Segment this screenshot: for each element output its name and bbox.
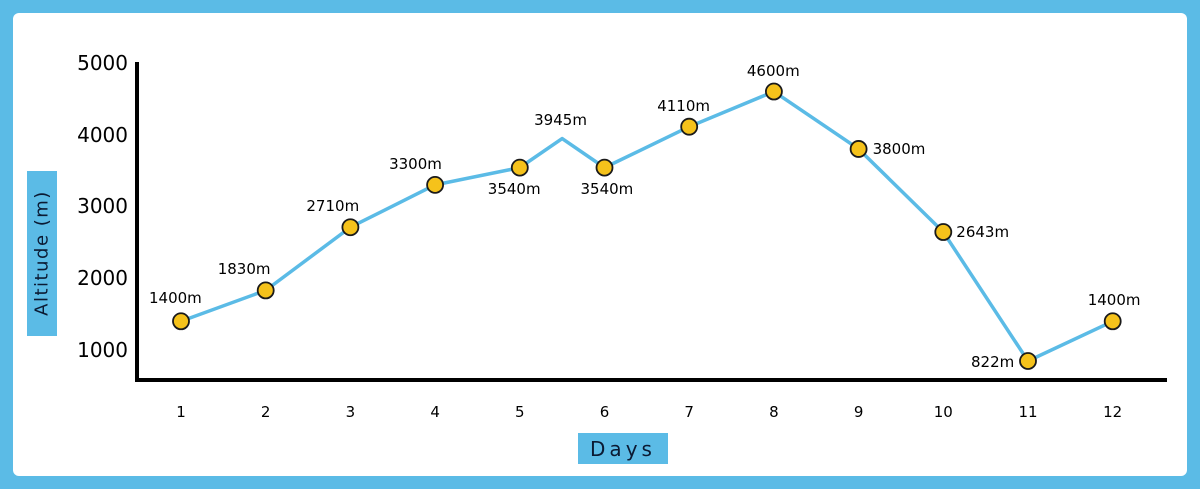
data-point-marker [934, 223, 953, 241]
data-point-label: 2643m [956, 223, 1010, 242]
chart-card [13, 13, 1187, 476]
y-tick-label: 2000 [77, 266, 128, 291]
data-point-label: 822m [971, 353, 1015, 371]
x-tick-label: 9 [853, 403, 864, 421]
x-tick-label: 10 [933, 403, 953, 421]
data-point-marker [849, 140, 868, 158]
x-tick-label: 12 [1103, 403, 1123, 421]
data-point-marker [510, 158, 529, 177]
data-point-label: 3540m [580, 179, 634, 198]
y-tick-label: 3000 [77, 194, 128, 219]
x-axis-title: Days [578, 433, 668, 464]
data-point-marker [172, 312, 190, 331]
data-point-label: 3540m [487, 179, 541, 198]
data-point-label: 1400m [149, 289, 202, 308]
data-point-marker [1019, 352, 1037, 370]
x-tick-label: 6 [599, 403, 610, 421]
y-tick-label: 5000 [77, 50, 128, 75]
y-tick-label: 4000 [77, 122, 128, 147]
data-point-label: 3945m [534, 110, 587, 129]
x-tick-label: 5 [515, 403, 525, 421]
y-tick-label: 1000 [77, 338, 128, 362]
axes [135, 62, 1167, 382]
data-point-marker [765, 82, 783, 101]
x-tick-label: 1 [176, 403, 186, 421]
x-tick-label: 11 [1018, 403, 1038, 421]
data-point-marker [1103, 312, 1122, 331]
data-point-label: 2710m [306, 197, 360, 216]
x-tick-label: 4 [430, 403, 440, 421]
data-point-label: 3300m [389, 154, 442, 173]
x-tick-label: 7 [684, 403, 694, 421]
data-point-marker [341, 218, 360, 237]
x-tick-label: 3 [345, 403, 356, 421]
data-point-marker [680, 117, 699, 136]
data-point-label: 1400m [1087, 291, 1141, 310]
data-point-label: 1830m [217, 260, 271, 279]
data-point-marker [595, 158, 614, 177]
data-point-marker [256, 281, 275, 300]
data-point-label: 4110m [657, 96, 710, 115]
x-tick-label: 8 [769, 403, 779, 421]
data-markers [172, 82, 1122, 370]
data-point-marker [426, 175, 445, 194]
x-tick-label: 2 [260, 403, 271, 421]
data-point-label: 4600m [746, 61, 800, 80]
data-point-label: 3800m [872, 139, 926, 158]
y-axis-title-box [27, 171, 57, 336]
